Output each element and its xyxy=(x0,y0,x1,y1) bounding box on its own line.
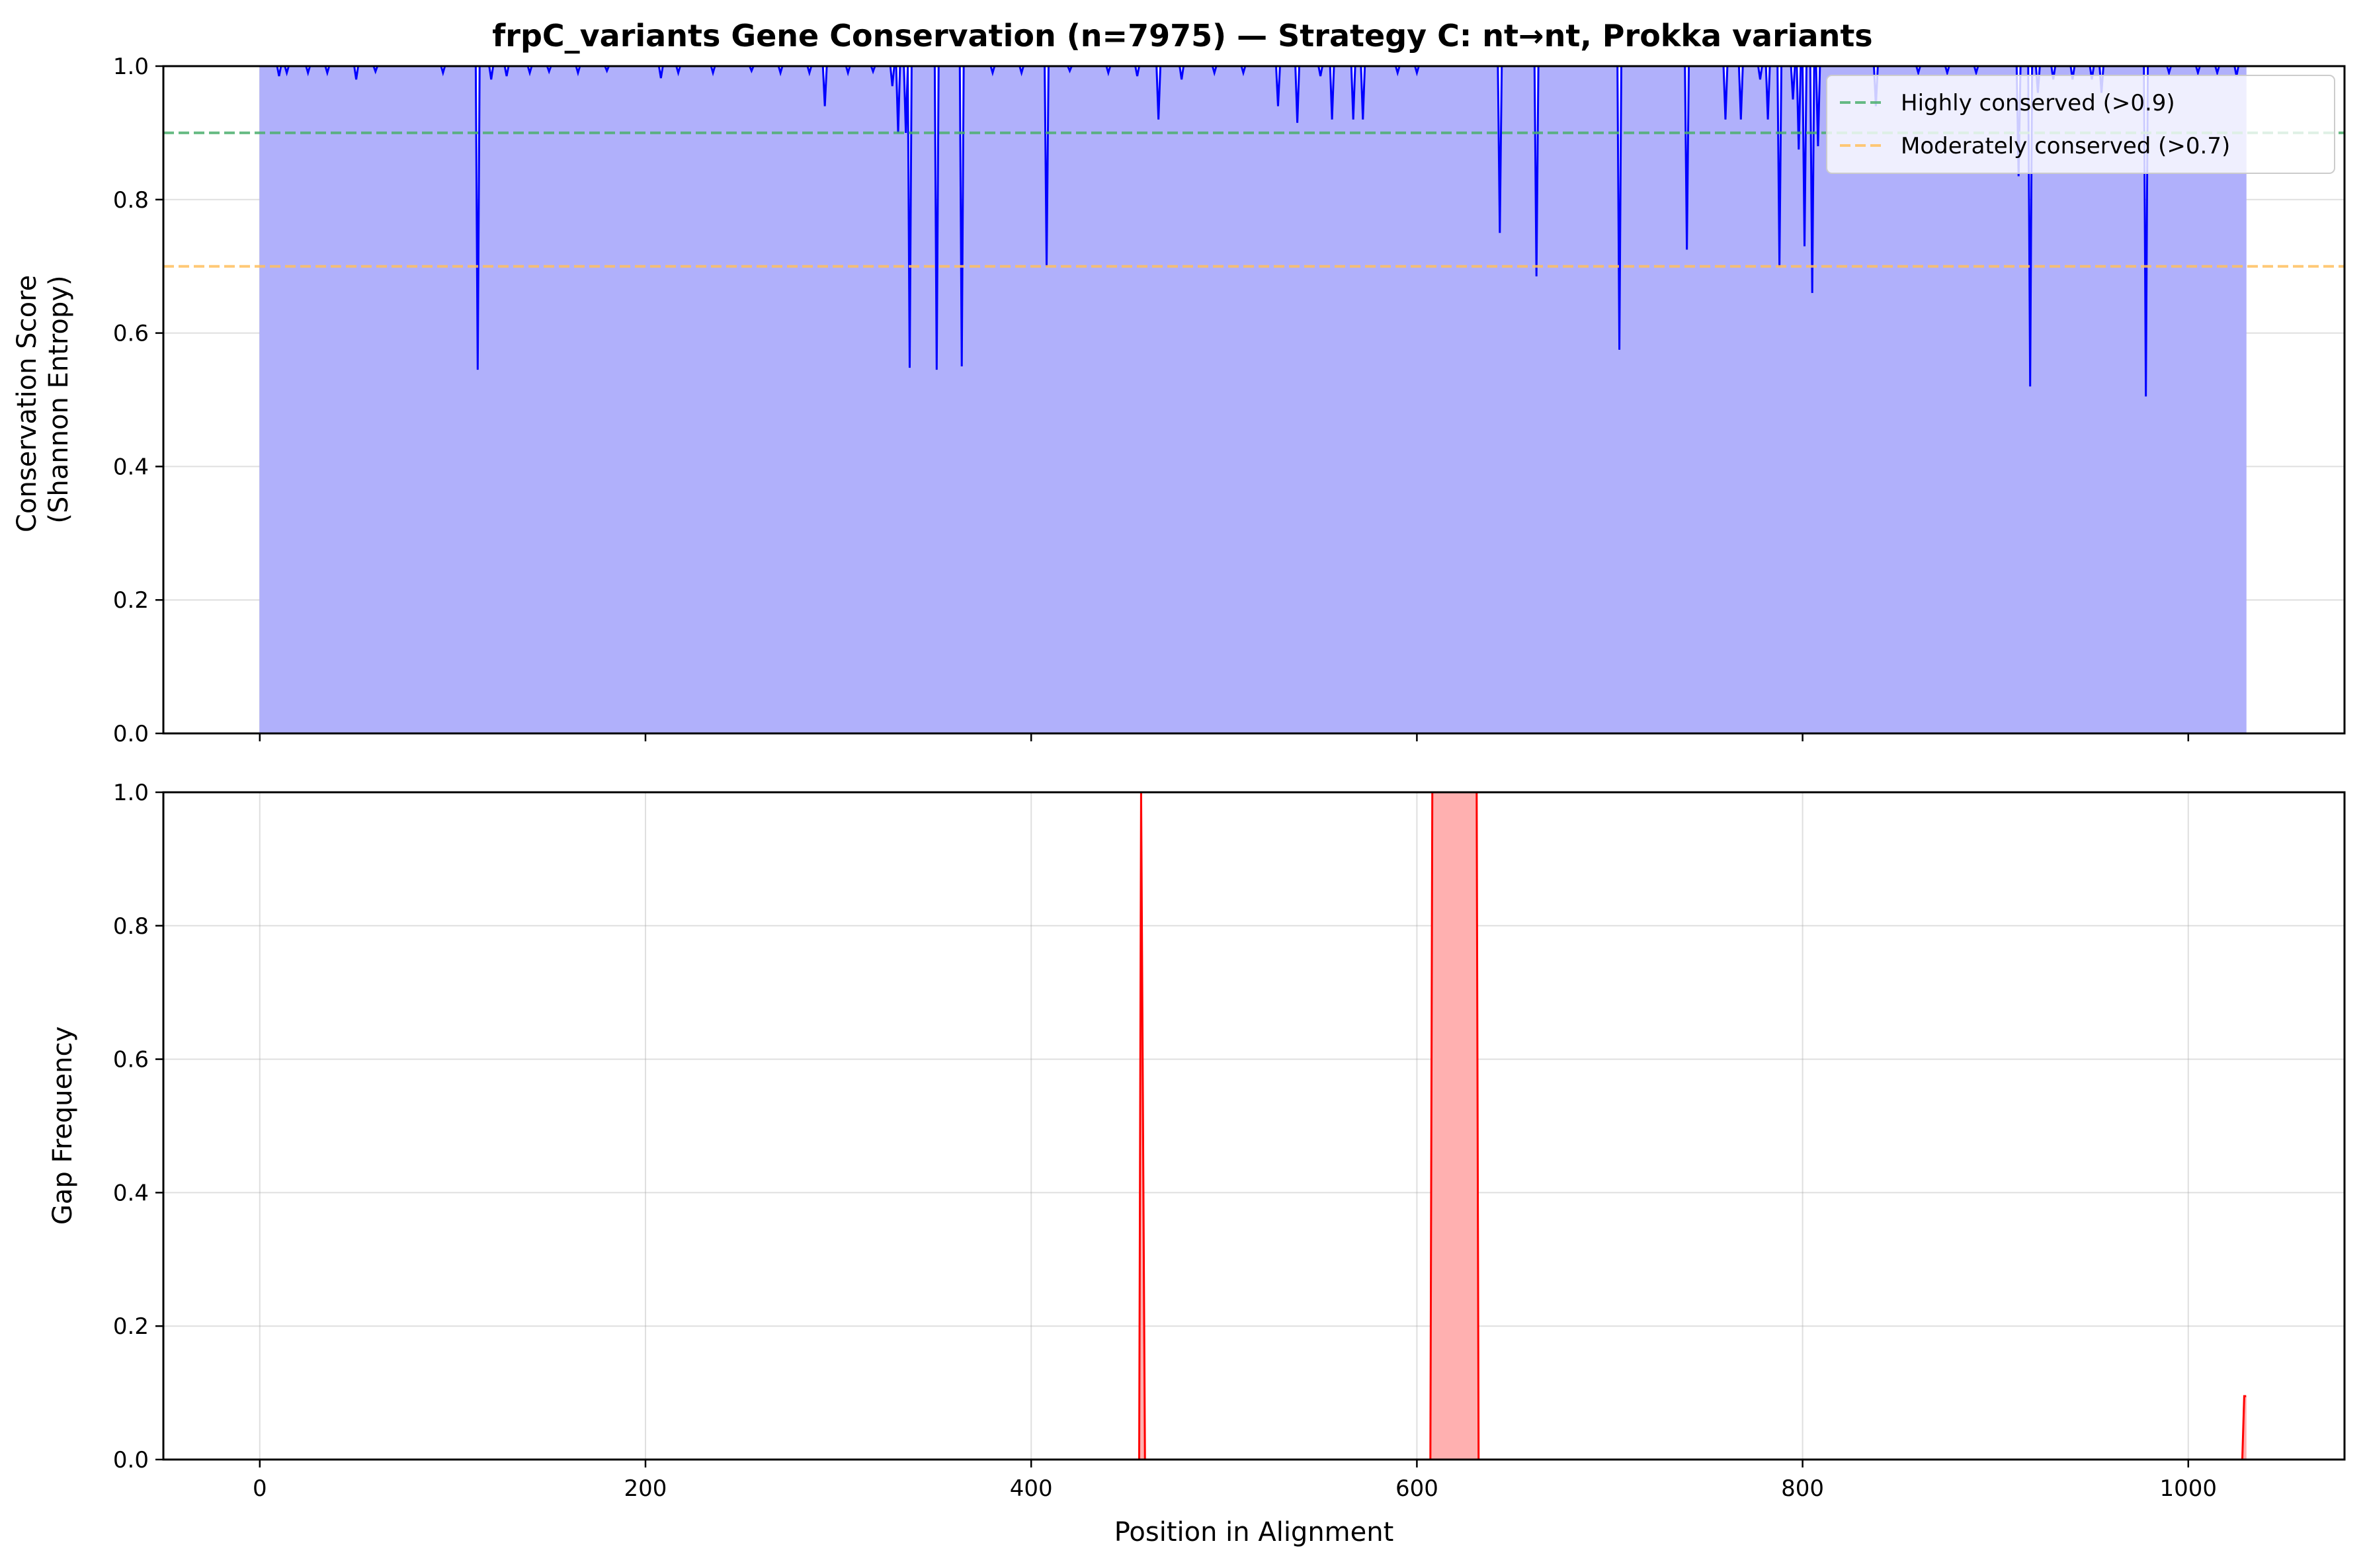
gap-frequency-panel: 0 200 400 600 800 1000 0.0 0.2 0.4 0.6 0.8 1.0 Gap … xyxy=(48,780,2346,1547)
legend-box xyxy=(1826,75,2335,174)
chart-title: frpC_variants Gene Conservation (n=7975)… xyxy=(492,18,1872,54)
y-tick-label: 0.2 xyxy=(113,587,149,614)
y-tick-label: 0.8 xyxy=(113,187,149,214)
y-tick-label: 0.6 xyxy=(113,321,149,347)
legend: Highly conserved (>0.9) Moderately conse… xyxy=(1826,75,2335,174)
y-tick-label: 0.0 xyxy=(113,721,149,747)
x-tick-label: 200 xyxy=(624,1475,667,1502)
conservation-y-label-line-1: Conservation Score xyxy=(12,275,42,532)
conservation-axes-frame xyxy=(162,65,2346,735)
y-tick-label: 1.0 xyxy=(113,780,149,806)
y-tick-label: 0.6 xyxy=(113,1047,149,1073)
gap-ticks: 0 200 400 600 800 1000 0.0 0.2 0.4 0.6 0.8 1.0 xyxy=(113,780,2217,1502)
conservation-panel: 0.0 0.2 0.4 0.6 0.8 1.0 Conservation Score (S… xyxy=(12,54,2346,747)
gap-axes-frame xyxy=(162,791,2346,1461)
conservation-ticks: 0.0 0.2 0.4 0.6 0.8 1.0 xyxy=(113,54,2190,747)
x-tick-label: 400 xyxy=(1010,1475,1053,1502)
legend-label-highly-conserved: Highly conserved (>0.9) xyxy=(1901,90,2175,116)
y-tick-label: 0.2 xyxy=(113,1313,149,1340)
x-tick-label: 0 xyxy=(253,1475,267,1502)
y-tick-label: 0.8 xyxy=(113,913,149,940)
x-axis-label: Position in Alignment xyxy=(1114,1517,1394,1547)
y-tick-label: 0.4 xyxy=(113,1180,149,1206)
y-tick-label: 0.0 xyxy=(113,1447,149,1473)
conservation-y-label-line-2: (Shannon Entropy) xyxy=(44,275,74,523)
gap-y-axis-label: Gap Frequency xyxy=(48,1026,78,1225)
legend-label-moderately-conserved: Moderately conserved (>0.7) xyxy=(1901,133,2230,159)
x-tick-label: 1000 xyxy=(2160,1475,2218,1502)
y-tick-label: 0.4 xyxy=(113,454,149,480)
x-tick-label: 800 xyxy=(1781,1475,1824,1502)
x-tick-label: 600 xyxy=(1395,1475,1438,1502)
conservation-y-axis-label: Conservation Score (Shannon Entropy) xyxy=(12,267,74,532)
y-tick-label: 1.0 xyxy=(113,54,149,80)
